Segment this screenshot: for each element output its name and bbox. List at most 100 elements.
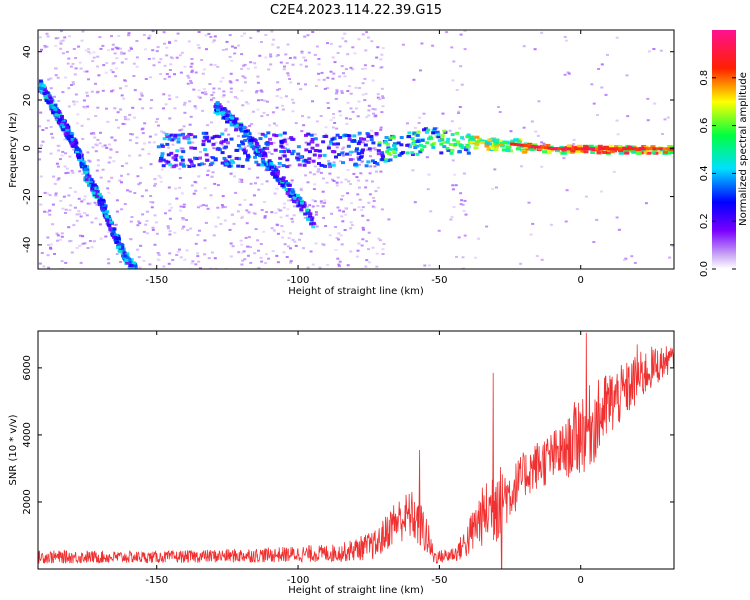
y-tick-label: -20 <box>22 188 33 204</box>
spectral-cell <box>347 134 352 138</box>
spectral-cell <box>326 42 329 45</box>
spectral-cell <box>192 88 196 91</box>
spectral-cell <box>525 147 531 151</box>
spectral-cell <box>158 159 163 163</box>
spectral-cell <box>427 264 431 267</box>
spectral-cell <box>112 227 117 231</box>
spectral-cell <box>64 172 68 175</box>
spectral-cell <box>203 253 207 256</box>
spectral-cell <box>335 88 339 91</box>
spectral-cell <box>87 174 92 178</box>
spectral-cell <box>53 103 58 107</box>
spectral-cell <box>326 146 331 150</box>
spectral-cell <box>361 148 365 152</box>
spectral-cell <box>461 203 465 206</box>
spectral-cell <box>564 147 569 151</box>
spectral-cell <box>253 155 258 159</box>
spectral-cell <box>321 243 324 245</box>
spectral-cell <box>221 49 225 51</box>
spectral-cell <box>63 138 67 141</box>
spectral-cell <box>418 116 422 119</box>
spectral-cell <box>231 45 234 48</box>
spectral-cell <box>326 264 330 266</box>
spectral-cell <box>46 35 50 38</box>
spectral-cell <box>83 167 88 171</box>
spectral-cell <box>133 89 137 92</box>
spectral-cell <box>160 130 164 133</box>
spectral-cell <box>128 154 131 157</box>
spectral-cell <box>243 32 246 35</box>
spectral-cell <box>271 43 275 46</box>
spectral-cell <box>96 159 100 162</box>
spectral-cell <box>43 46 47 49</box>
spectral-cell <box>342 72 345 75</box>
spectral-cell <box>529 233 533 236</box>
spectral-cell <box>144 78 148 80</box>
spectral-cell <box>104 71 108 74</box>
spectral-cell <box>399 143 404 147</box>
spectral-cell <box>371 180 374 183</box>
spectral-cell <box>40 48 43 51</box>
spectral-cell <box>231 245 235 248</box>
spectral-cell <box>71 81 75 84</box>
spectral-cell <box>462 138 466 141</box>
spectral-cell <box>162 93 166 96</box>
spectral-cell <box>450 46 454 49</box>
spectral-cell <box>364 164 369 168</box>
spectral-cell <box>473 146 479 150</box>
spectral-cell <box>393 155 398 159</box>
spectral-cell <box>376 93 380 96</box>
spectral-cell <box>173 135 178 139</box>
spectral-cell <box>162 31 166 34</box>
spectral-cell <box>250 145 255 149</box>
spectral-cell <box>315 120 319 123</box>
spectral-cell <box>591 147 596 151</box>
spectral-cell <box>154 133 158 136</box>
spectral-cell <box>311 199 315 202</box>
spectral-cell <box>79 215 83 218</box>
spectral-cell <box>562 157 566 160</box>
spectral-cell <box>163 77 167 80</box>
spectral-cell <box>41 129 45 131</box>
spectral-cell <box>355 107 358 110</box>
spectral-cell <box>166 153 171 157</box>
spectral-cell <box>282 154 287 158</box>
spectral-cell <box>306 34 310 37</box>
spectral-cell <box>136 175 140 178</box>
spectral-cell <box>429 210 433 213</box>
spectral-cell <box>273 168 278 172</box>
spectral-cell <box>227 113 232 117</box>
spectral-cell <box>176 32 180 35</box>
spectral-cell <box>129 46 133 49</box>
spectral-cell <box>575 208 579 211</box>
spectral-cell <box>465 135 470 139</box>
spectral-cell <box>615 36 619 39</box>
spectral-cell <box>138 154 142 157</box>
spectral-cell <box>211 142 216 146</box>
spectral-cell <box>125 261 130 265</box>
spectral-cell <box>272 38 276 41</box>
spectral-cell <box>314 211 318 214</box>
spectral-cell <box>276 88 280 91</box>
spectral-cell <box>95 203 99 206</box>
spectral-cell <box>346 264 350 267</box>
spectral-cell <box>192 146 197 150</box>
spectral-cell <box>313 183 317 186</box>
spectral-cell <box>302 163 307 167</box>
spectral-cell <box>299 208 304 211</box>
spectral-cell <box>348 158 353 162</box>
spectral-cell <box>522 150 528 154</box>
spectral-cell <box>112 62 116 64</box>
spectral-cell <box>249 203 253 206</box>
spectral-cell <box>135 136 139 139</box>
spectral-cell <box>294 122 298 125</box>
spectral-cell <box>225 48 228 51</box>
spectral-cell <box>435 130 440 134</box>
spectral-cell <box>223 219 227 222</box>
spectral-cell <box>270 172 275 175</box>
spectral-cell <box>175 149 180 153</box>
spectral-cell <box>123 254 128 258</box>
spectral-cell <box>85 180 90 184</box>
spectral-cell <box>354 164 359 168</box>
